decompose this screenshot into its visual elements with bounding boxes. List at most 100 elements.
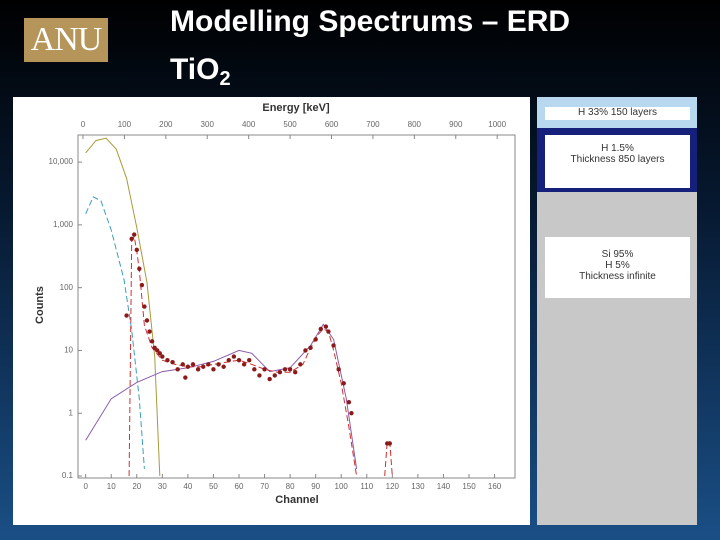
x2-tick-label: 900 xyxy=(449,120,463,129)
y-tick-label: 0.1 xyxy=(62,471,74,480)
layer-text: H 1.5% xyxy=(601,143,634,154)
data-point xyxy=(175,367,180,372)
x-tick-label: 100 xyxy=(335,482,349,491)
x2-tick-label: 500 xyxy=(283,120,297,129)
data-point xyxy=(387,441,392,446)
x-tick-label: 80 xyxy=(286,482,295,491)
data-point xyxy=(142,304,147,309)
x-tick-label: 140 xyxy=(437,482,451,491)
data-point xyxy=(190,362,196,367)
x-tick-label: 20 xyxy=(132,482,141,491)
data-point xyxy=(165,357,170,363)
x-tick-label: 110 xyxy=(360,482,373,491)
data-point xyxy=(262,367,267,372)
data-point xyxy=(183,375,188,380)
title-line: Modelling Spectrums – ERD xyxy=(170,5,571,38)
y-tick-label: 1,000 xyxy=(53,220,74,229)
data-point xyxy=(185,364,191,369)
data-point xyxy=(349,411,354,416)
data-point xyxy=(157,351,162,356)
x2-tick-label: 600 xyxy=(325,120,339,129)
logo: ANU xyxy=(24,18,108,62)
plot-frame xyxy=(77,134,516,479)
data-point xyxy=(149,339,155,344)
x2-tick-label: 100 xyxy=(118,120,132,129)
data-point xyxy=(134,247,139,253)
slide-title: Modelling Spectrums – ERD TiO2 xyxy=(170,0,570,103)
y-axis-label: Counts xyxy=(34,286,46,324)
x-tick-label: 150 xyxy=(462,482,476,491)
data-point xyxy=(180,362,185,367)
x2-axis-label: Energy [keV] xyxy=(262,102,330,114)
x-tick-label: 120 xyxy=(386,482,400,491)
data-point xyxy=(252,367,257,372)
x2-tick-label: 400 xyxy=(242,120,256,129)
y-tick-label: 100 xyxy=(60,283,74,292)
data-point xyxy=(170,359,175,365)
x2-tick-label: 800 xyxy=(408,120,422,129)
data-point xyxy=(247,357,252,363)
y-tick-label: 10,000 xyxy=(49,157,74,166)
data-point xyxy=(336,367,341,372)
data-point xyxy=(293,370,298,375)
x-tick-label: 60 xyxy=(235,482,244,491)
data-point xyxy=(331,343,336,348)
x-tick-label: 90 xyxy=(311,482,320,491)
y-tick-label: 10 xyxy=(64,346,73,355)
series-line xyxy=(85,196,145,469)
data-point xyxy=(221,364,226,369)
formula: TiO xyxy=(170,53,220,86)
layer-box: H 33% 150 layers xyxy=(545,107,690,120)
data-point xyxy=(147,329,152,334)
data-point xyxy=(272,373,277,378)
data-point xyxy=(137,266,142,271)
x2-tick-label: 0 xyxy=(81,120,86,129)
data-point xyxy=(282,367,288,372)
layer-panel: H 33% 150 layers H 1.5% Thickness 850 la… xyxy=(537,97,697,525)
data-point xyxy=(277,370,283,375)
data-point xyxy=(211,367,216,372)
data-point xyxy=(216,362,221,367)
data-point xyxy=(313,337,318,342)
data-point xyxy=(323,324,329,329)
x-tick-label: 10 xyxy=(107,482,116,491)
layer-text: Thickness 850 layers xyxy=(570,154,665,165)
chart-background xyxy=(13,97,530,525)
data-point xyxy=(155,348,160,353)
x2-tick-label: 200 xyxy=(159,120,173,129)
data-point xyxy=(139,282,145,288)
data-point xyxy=(201,364,206,369)
data-point xyxy=(124,313,129,318)
data-point xyxy=(287,367,293,372)
x-tick-label: 40 xyxy=(183,482,192,491)
x-tick-label: 160 xyxy=(488,482,502,491)
y-tick-label: 1 xyxy=(69,408,74,417)
series-line xyxy=(85,137,161,477)
x-tick-label: 70 xyxy=(260,482,269,491)
layer-box: H 1.5% Thickness 850 layers xyxy=(545,135,690,188)
layer-text: Thickness infinite xyxy=(579,271,656,282)
formula-subscript: 2 xyxy=(219,68,231,90)
data-point xyxy=(303,348,308,353)
data-point xyxy=(160,354,165,359)
data-point xyxy=(231,354,237,359)
series-line xyxy=(85,323,358,469)
data-point xyxy=(267,376,272,382)
data-point xyxy=(226,357,231,363)
data-point xyxy=(318,326,323,332)
data-point xyxy=(132,232,137,237)
x2-tick-label: 1000 xyxy=(488,120,506,129)
layer-text: Si 95% xyxy=(601,249,634,260)
data-point xyxy=(298,362,303,367)
x-tick-label: 50 xyxy=(209,482,218,491)
layer-box: Si 95% H 5% Thickness infinite xyxy=(545,237,690,298)
data-point xyxy=(326,329,331,334)
x-tick-label: 130 xyxy=(411,482,425,491)
data-point xyxy=(236,357,242,363)
layer-text: H 5% xyxy=(605,260,630,271)
x-tick-label: 0 xyxy=(83,482,88,491)
x2-tick-label: 700 xyxy=(366,120,380,129)
data-point xyxy=(341,381,346,386)
data-point xyxy=(195,367,201,372)
